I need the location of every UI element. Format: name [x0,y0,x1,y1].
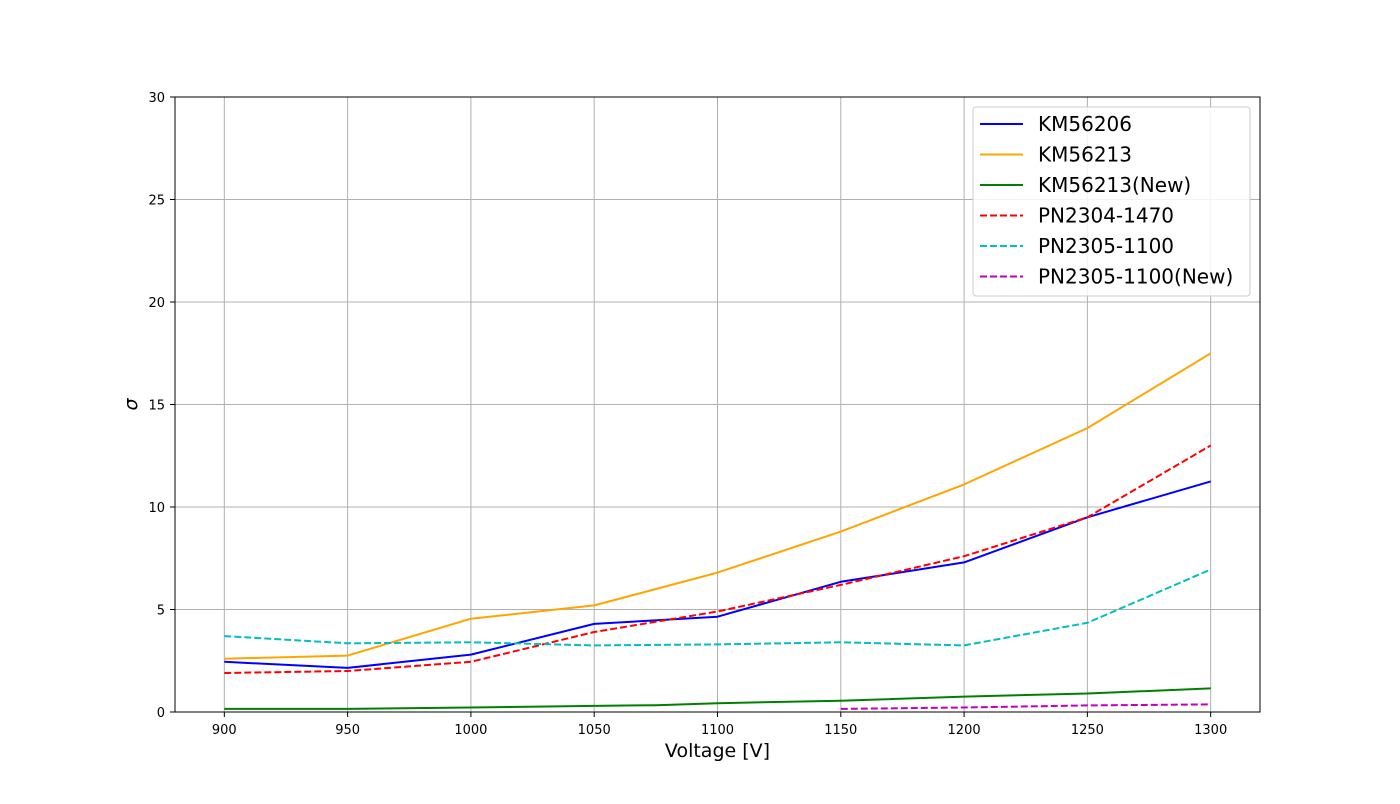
series-line-4 [224,444,1212,674]
x-tick-label: 1050 [578,723,611,738]
legend-label: PN2305-1100 [1038,234,1174,258]
x-tick-label: 1200 [948,723,981,738]
x-axis-label: Voltage [V] [665,740,770,762]
series-line-3 [224,687,1211,710]
legend-label: KM56213 [1038,143,1132,167]
x-tick-label: 1100 [701,723,734,738]
x-tick-label: 1000 [454,723,487,738]
y-tick-label: 30 [148,91,165,106]
y-tick-label: 20 [148,296,165,311]
y-tick-label: 15 [148,399,165,414]
legend-label: PN2305-1100(New) [1038,265,1233,289]
plot-series [224,352,1212,710]
x-tick-label: 1150 [824,723,857,738]
x-tick-label: 1250 [1071,723,1104,738]
y-tick-label: 5 [157,604,165,619]
legend-label: KM56213(New) [1038,173,1191,197]
y-tick-label: 10 [148,501,165,516]
x-tick-label: 950 [335,723,360,738]
series-line-5 [224,568,1212,647]
x-tick-label: 900 [212,723,237,738]
legend-box [972,106,1251,297]
legend: KM56206 KM56213 KM56213(New) PN2304-1470 PN2… [972,106,1251,297]
y-tick-label: 0 [157,706,165,721]
y-axis-label: σ [120,398,142,411]
legend-label: KM56206 [1038,112,1132,136]
series-line-6 [840,703,1211,710]
axis-ticks: 900 950 1000 1050 1100 1150 1200 1250 1300 0 5 10 15… [148,91,1227,738]
series-line-1 [224,480,1211,669]
y-tick-label: 25 [148,194,165,209]
legend-label: PN2304-1470 [1038,204,1174,228]
x-tick-label: 1300 [1194,723,1227,738]
